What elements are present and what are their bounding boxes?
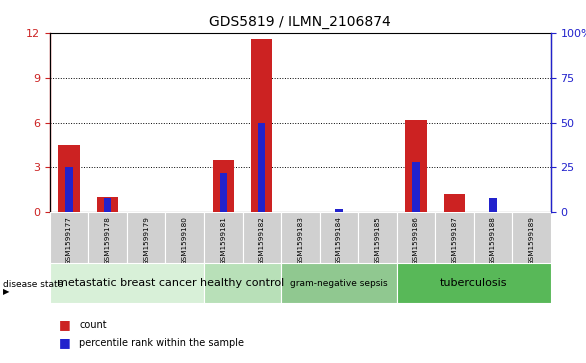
Bar bbox=[258, 123, 265, 212]
Text: GSM1599187: GSM1599187 bbox=[451, 216, 458, 265]
Text: healthy control: healthy control bbox=[200, 278, 285, 288]
Bar bbox=[165, 212, 204, 263]
Bar bbox=[104, 198, 111, 212]
Text: metastatic breast cancer: metastatic breast cancer bbox=[57, 278, 197, 288]
Text: GSM1599178: GSM1599178 bbox=[105, 216, 111, 265]
Bar bbox=[406, 119, 427, 212]
Bar bbox=[204, 263, 281, 303]
Bar bbox=[204, 212, 243, 263]
Text: GSM1599186: GSM1599186 bbox=[413, 216, 419, 265]
Bar bbox=[489, 198, 497, 212]
Title: GDS5819 / ILMN_2106874: GDS5819 / ILMN_2106874 bbox=[209, 15, 391, 29]
Text: GSM1599181: GSM1599181 bbox=[220, 216, 226, 265]
Text: GSM1599182: GSM1599182 bbox=[259, 216, 265, 265]
Text: GSM1599183: GSM1599183 bbox=[297, 216, 304, 265]
Text: ▶: ▶ bbox=[3, 287, 9, 296]
Bar bbox=[319, 212, 358, 263]
Bar bbox=[444, 195, 465, 212]
Bar bbox=[281, 212, 319, 263]
Text: GSM1599188: GSM1599188 bbox=[490, 216, 496, 265]
Bar bbox=[243, 212, 281, 263]
Text: GSM1599185: GSM1599185 bbox=[374, 216, 380, 265]
Text: GSM1599179: GSM1599179 bbox=[143, 216, 149, 265]
Bar bbox=[512, 212, 551, 263]
Text: GSM1599177: GSM1599177 bbox=[66, 216, 72, 265]
Text: count: count bbox=[79, 320, 107, 330]
Text: percentile rank within the sample: percentile rank within the sample bbox=[79, 338, 244, 348]
Bar bbox=[412, 162, 420, 212]
Bar bbox=[50, 212, 88, 263]
Bar bbox=[59, 145, 80, 212]
Bar bbox=[435, 212, 473, 263]
Bar bbox=[358, 212, 397, 263]
Bar bbox=[335, 209, 343, 212]
Bar bbox=[397, 263, 551, 303]
Bar bbox=[127, 212, 165, 263]
Bar bbox=[213, 160, 234, 212]
Bar bbox=[473, 212, 512, 263]
Bar bbox=[397, 212, 435, 263]
Bar bbox=[220, 173, 227, 212]
Text: gram-negative sepsis: gram-negative sepsis bbox=[290, 279, 388, 287]
Text: disease state: disease state bbox=[3, 281, 63, 289]
Bar bbox=[97, 197, 118, 212]
Text: GSM1599180: GSM1599180 bbox=[182, 216, 188, 265]
Text: GSM1599189: GSM1599189 bbox=[529, 216, 534, 265]
Bar bbox=[251, 39, 272, 212]
Bar bbox=[88, 212, 127, 263]
Text: GSM1599184: GSM1599184 bbox=[336, 216, 342, 265]
Text: ■: ■ bbox=[59, 337, 70, 350]
Bar bbox=[50, 263, 204, 303]
Bar bbox=[281, 263, 397, 303]
Bar bbox=[66, 167, 73, 212]
Text: ■: ■ bbox=[59, 318, 70, 331]
Text: tuberculosis: tuberculosis bbox=[440, 278, 507, 288]
